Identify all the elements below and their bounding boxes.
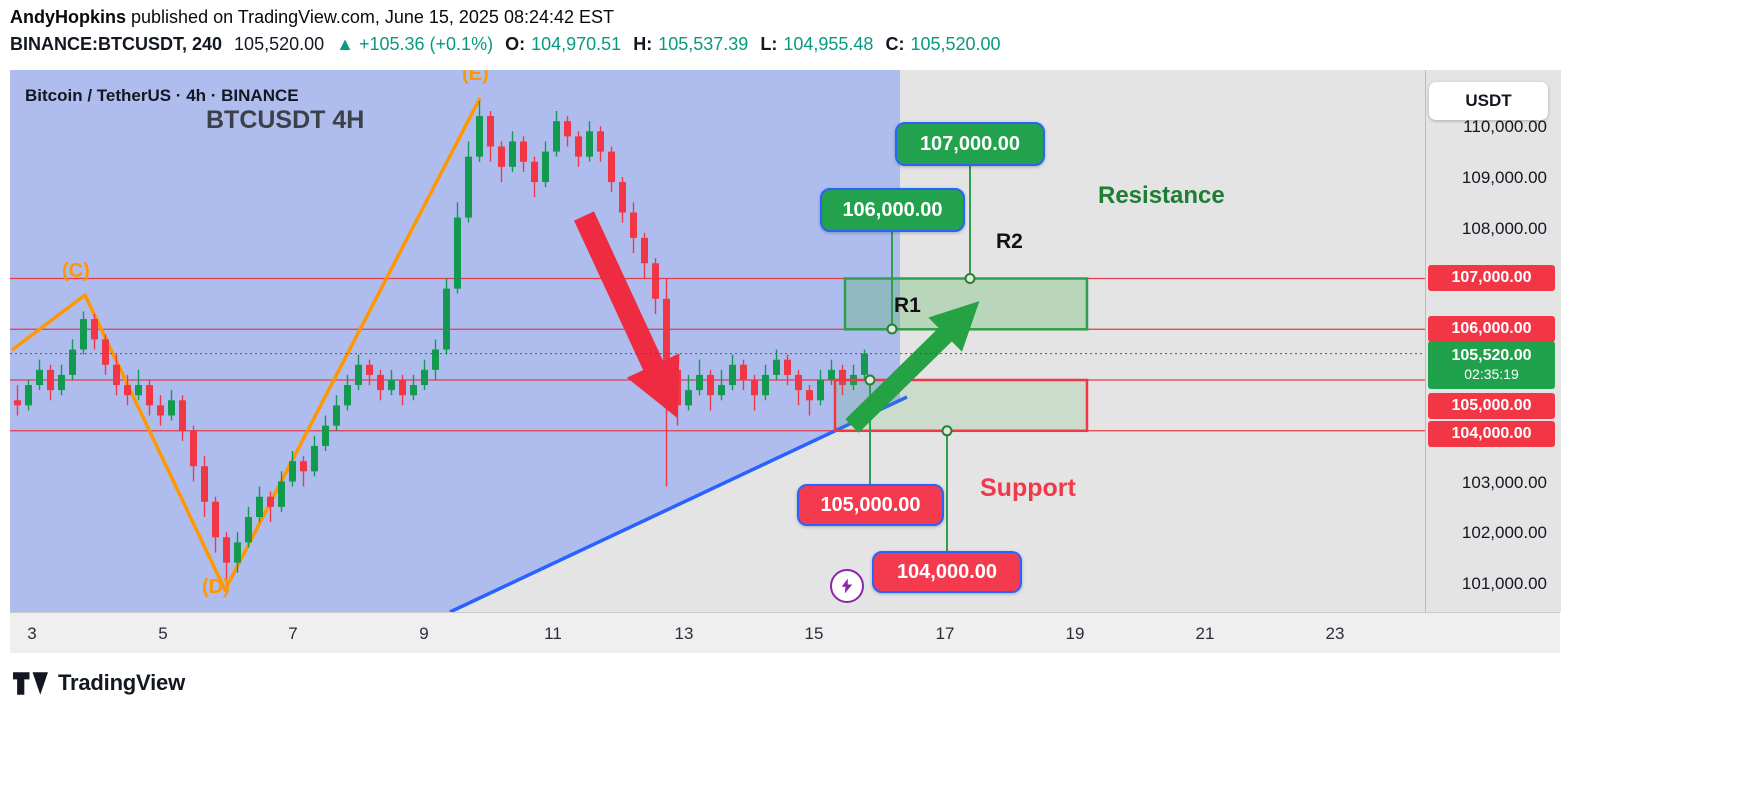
chart-area[interactable]: Bitcoin / TetherUS · 4h · BINANCE BTCUSD…	[10, 70, 1425, 612]
time-tick-5: 5	[158, 624, 168, 643]
tradingview-logo-icon	[13, 671, 48, 695]
symbol-status-line: BINANCE:BTCUSDT, 240 105,520.00 ▲ +105.3…	[10, 34, 1008, 55]
price-badge-106000: 106,000.00	[1428, 316, 1555, 342]
wave-label-d: (D)	[202, 576, 230, 598]
price-tick-101000: 101,000.00	[1461, 574, 1547, 593]
price-tick-108000: 108,000.00	[1461, 219, 1547, 238]
open-value: 104,970.51	[531, 34, 622, 54]
anchor-dot[interactable]	[941, 425, 953, 437]
chart-legend-title[interactable]: Bitcoin / TetherUS · 4h · BINANCE	[25, 86, 299, 105]
anchor-dot[interactable]	[964, 273, 976, 284]
time-tick-21: 21	[1195, 624, 1215, 643]
up-arrow[interactable]	[845, 301, 980, 433]
chart-canvas[interactable]	[10, 70, 1425, 612]
time-tick-11: 11	[544, 624, 562, 643]
tradingview-logo[interactable]: TradingView	[12, 666, 185, 700]
candlesticks	[14, 100, 868, 583]
last-price: 105,520.00	[234, 34, 325, 54]
lightning-bolt-icon	[841, 578, 853, 594]
price-badge-105000: 105,000.00	[1428, 393, 1555, 419]
r1-label: R1	[894, 294, 921, 317]
price-badge-107000: 107,000.00	[1428, 265, 1555, 291]
author-name: AndyHopkins	[10, 7, 127, 27]
price-tick-110000: 110,000.00	[1463, 117, 1547, 136]
down-arrow[interactable]	[574, 211, 680, 419]
wave-label-e: (E)	[462, 70, 489, 85]
high-label: H:	[633, 34, 653, 54]
callout-104000[interactable]: 104,000.00	[872, 551, 1022, 593]
resistance-label: Resistance	[1098, 182, 1225, 209]
tradingview-logo-text: TradingView	[58, 670, 185, 695]
time-tick-23: 23	[1325, 624, 1345, 643]
current-price-value: 105,520.00	[1451, 347, 1532, 365]
price-tick-102000: 102,000.00	[1461, 523, 1547, 542]
anchor-dot[interactable]	[886, 323, 898, 335]
time-tick-3: 3	[27, 624, 37, 643]
time-tick-17: 17	[935, 624, 955, 643]
bar-countdown-timer: 02:35:19	[1464, 366, 1519, 383]
time-tick-9: 9	[419, 624, 429, 643]
callout-105000[interactable]: 105,000.00	[797, 484, 944, 526]
wave-zigzag-line[interactable]	[10, 97, 482, 592]
low-label: L:	[760, 34, 778, 54]
callout-107000[interactable]: 107,000.00	[895, 122, 1045, 166]
price-level-lines	[10, 277, 1425, 432]
high-value: 105,537.39	[658, 34, 749, 54]
highlight-region	[10, 70, 900, 612]
price-axis[interactable]: 110,000.00 109,000.00 108,000.00 103,000…	[1425, 70, 1561, 612]
boost-button[interactable]	[830, 569, 864, 603]
trendline[interactable]	[449, 395, 908, 612]
callout-106000[interactable]: 106,000.00	[820, 188, 965, 232]
time-tick-15: 15	[804, 624, 824, 643]
r2-label: R2	[996, 230, 1023, 253]
price-badge-104000: 104,000.00	[1428, 421, 1555, 447]
chart-watermark: BTCUSDT 4H	[206, 106, 365, 134]
current-price-badge: 105,520.00 02:35:19	[1428, 341, 1555, 389]
byline-text: published on TradingView.com, June 15, 2…	[126, 7, 615, 27]
symbol-interval: BINANCE:BTCUSDT, 240	[10, 34, 223, 54]
low-value: 104,955.48	[783, 34, 874, 54]
close-value: 105,520.00	[910, 34, 1001, 54]
time-tick-13: 13	[674, 624, 694, 643]
price-change: ▲ +105.36 (+0.1%)	[336, 34, 494, 54]
resistance-zone-box[interactable]	[843, 277, 1089, 331]
support-label: Support	[980, 474, 1076, 502]
time-tick-19: 19	[1065, 624, 1085, 643]
price-tick-109000: 109,000.00	[1461, 168, 1547, 187]
currency-toggle-button[interactable]: USDT	[1429, 82, 1548, 120]
byline: AndyHopkins published on TradingView.com…	[10, 7, 614, 28]
close-label: C:	[885, 34, 905, 54]
anchor-dot[interactable]	[864, 374, 876, 386]
time-tick-7: 7	[288, 624, 298, 643]
time-axis[interactable]: 3 5 7 9 11 13 15 17 19 21 23	[10, 612, 1560, 653]
open-label: O:	[505, 34, 526, 54]
wave-label-c: (C)	[62, 260, 90, 282]
price-tick-103000: 103,000.00	[1461, 473, 1547, 492]
